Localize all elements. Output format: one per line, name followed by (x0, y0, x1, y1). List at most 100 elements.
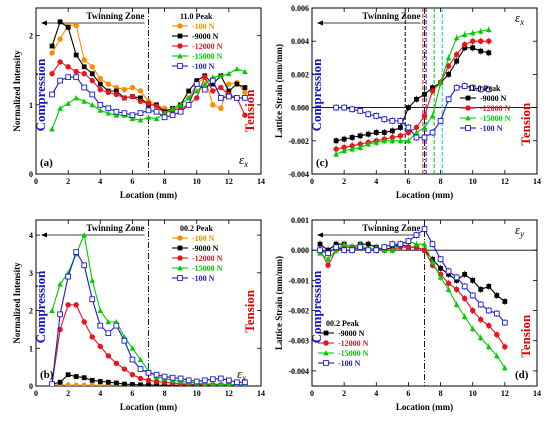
y-axis-label: Lattice Strain (mm/mm) (274, 44, 284, 138)
data-point (461, 283, 468, 290)
legend-entry: -9000 N (338, 329, 365, 338)
y-tick-label: 3 (29, 269, 33, 278)
data-point (81, 84, 88, 91)
data-point (129, 345, 136, 351)
x-axis-label: Location (mm) (120, 402, 177, 412)
data-point (469, 292, 476, 299)
data-point (397, 138, 404, 144)
data-point (137, 110, 144, 116)
data-point (405, 244, 412, 250)
data-point (446, 72, 452, 77)
x-tick-label: 10 (193, 389, 201, 398)
data-point (209, 376, 216, 383)
legend-marker (323, 340, 329, 346)
data-point (494, 293, 500, 298)
strain-symbol: εx (237, 366, 246, 383)
data-point (494, 353, 500, 359)
data-point (97, 81, 103, 87)
x-tick-label: 14 (257, 177, 265, 186)
data-point (153, 378, 160, 385)
data-point (469, 84, 476, 91)
legend-entry: -12000 N (338, 339, 369, 348)
data-point (470, 45, 476, 51)
legend-marker (177, 33, 183, 39)
x-tick-label: 8 (439, 177, 443, 186)
x-tick-label: 0 (310, 389, 314, 398)
data-point (65, 100, 71, 106)
y-tick-label: 4 (29, 231, 33, 240)
x-tick-label: 0 (34, 389, 38, 398)
data-point (217, 375, 224, 382)
data-point (461, 41, 468, 48)
legend-entry: -15000 N (480, 114, 511, 123)
legend-marker (177, 23, 183, 29)
x-tick-label: 4 (98, 177, 102, 186)
data-point (421, 113, 428, 119)
data-point (186, 88, 192, 94)
data-point (357, 133, 363, 139)
compression-label: Compression (309, 58, 324, 131)
legend-marker (465, 105, 471, 111)
data-point (413, 241, 420, 247)
data-point (437, 118, 444, 124)
data-point (242, 68, 248, 75)
data-point (397, 125, 403, 130)
twinning-zone-arrowhead (41, 20, 47, 26)
data-point (413, 134, 420, 141)
data-point (493, 310, 500, 317)
data-point (57, 105, 63, 111)
data-point (185, 95, 192, 101)
series-group (333, 26, 492, 158)
data-point (145, 100, 152, 107)
data-point (161, 114, 168, 121)
x-tick-label: 8 (163, 177, 167, 186)
data-point (97, 343, 103, 350)
twinning-zone-arrowhead (41, 232, 47, 238)
data-point (193, 81, 200, 87)
data-point (486, 322, 492, 329)
x-tick-label: 12 (225, 389, 233, 398)
y-tick-label: -0.001 (288, 276, 309, 285)
data-point (445, 268, 452, 275)
legend: 00.2 Peak-100 N-9000 N-12000 N-15000 N-1… (172, 224, 223, 283)
data-point (437, 274, 444, 280)
data-point (438, 265, 443, 271)
legend-marker (465, 125, 471, 131)
data-point (193, 88, 200, 94)
data-point (81, 375, 87, 381)
x-tick-label: 14 (257, 389, 265, 398)
data-point (218, 381, 224, 386)
data-point (210, 102, 216, 108)
legend-marker (465, 115, 471, 121)
data-point (193, 378, 200, 385)
x-tick-label: 2 (66, 177, 70, 186)
x-axis-label: Location (mm) (396, 190, 453, 200)
data-point (73, 302, 79, 308)
x-tick-label: 12 (225, 177, 233, 186)
data-point (73, 52, 79, 58)
data-point (461, 313, 468, 319)
data-point (373, 247, 380, 254)
data-point (129, 112, 136, 119)
data-point (234, 95, 240, 101)
data-point (73, 95, 79, 101)
data-point (333, 104, 339, 111)
data-point (137, 356, 144, 362)
data-point (49, 43, 55, 49)
data-point (129, 356, 136, 363)
data-point (422, 91, 427, 97)
series-group (49, 232, 248, 386)
data-point (113, 108, 120, 115)
data-point (333, 244, 339, 251)
data-point (73, 68, 79, 75)
data-point (477, 334, 484, 341)
data-point (81, 232, 88, 238)
data-point (381, 138, 388, 144)
x-tick-label: 12 (501, 389, 509, 398)
y-tick-label: 0.004 (291, 37, 309, 46)
legend-title: 11.0 Peak (180, 12, 213, 21)
data-point (421, 134, 428, 141)
data-point (202, 380, 208, 386)
y-axis-label: Lattice Strain (mm/mm) (274, 256, 284, 350)
data-point (81, 64, 87, 70)
